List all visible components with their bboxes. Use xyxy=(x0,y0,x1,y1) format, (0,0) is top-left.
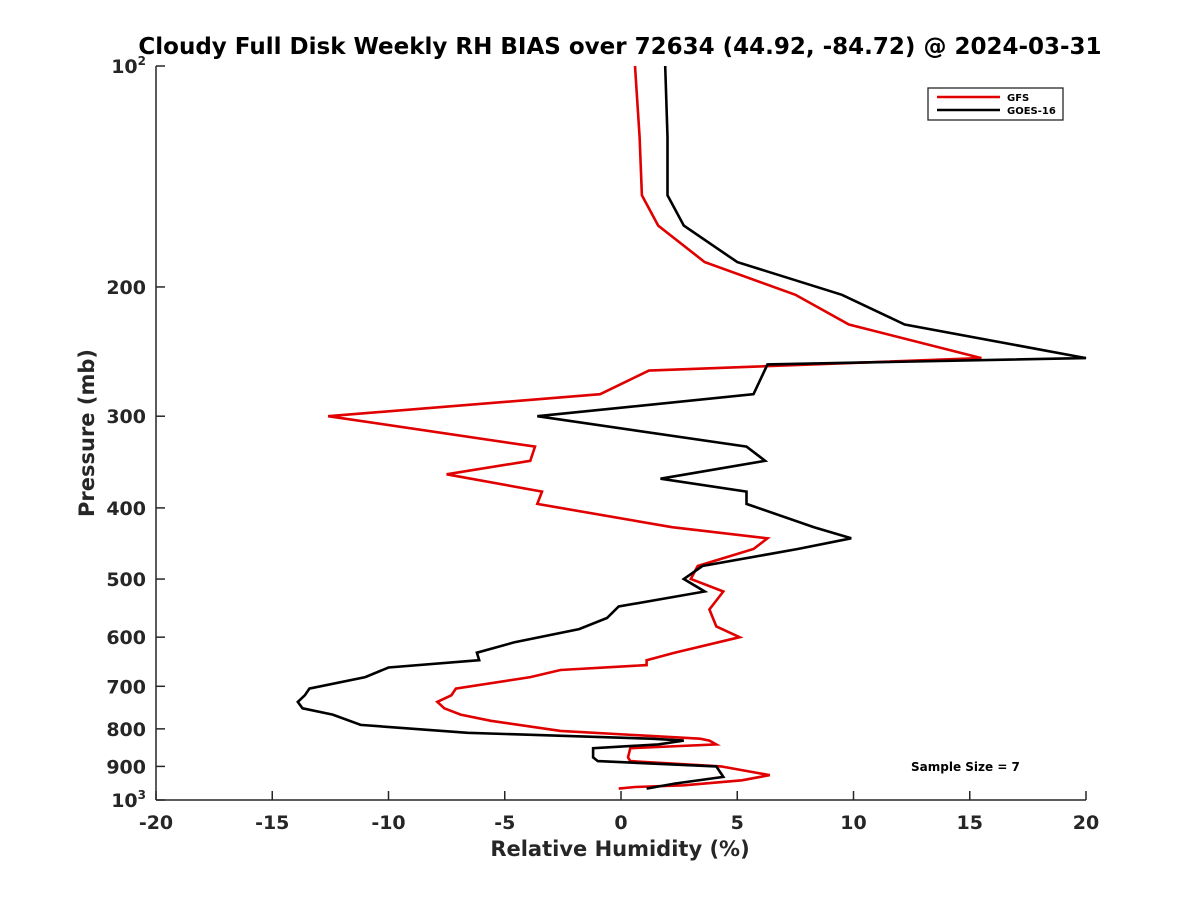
y-axis-label: Pressure (mb) xyxy=(75,349,99,517)
y-ticks: 102 200 300 400 500 600 700 800 900 103 xyxy=(106,54,165,812)
x-tick-label: 10 xyxy=(840,812,866,834)
legend-label-gfs: GFS xyxy=(1007,93,1029,104)
x-tick-label: -20 xyxy=(139,812,173,834)
y-tick-label: 103 xyxy=(111,788,146,812)
y-tick-label: 500 xyxy=(106,569,146,591)
x-tick-label: -5 xyxy=(494,812,515,834)
sample-size-annotation: Sample Size = 7 xyxy=(911,760,1020,774)
y-tick-label: 600 xyxy=(106,627,146,649)
y-tick-label: 800 xyxy=(106,719,146,741)
series-line-gfs xyxy=(327,65,982,790)
y-tick-label: 700 xyxy=(106,676,146,698)
legend: GFS GOES-16 xyxy=(927,87,1064,121)
chart-title: Cloudy Full Disk Weekly RH BIAS over 726… xyxy=(138,34,1101,60)
y-tick-label: 900 xyxy=(106,756,146,778)
x-tick-label: -10 xyxy=(371,812,405,834)
x-ticks: -20 -15 -10 -5 0 5 10 15 20 xyxy=(139,791,1099,834)
legend-box xyxy=(927,87,1064,121)
y-tick-label: 400 xyxy=(106,498,146,520)
x-tick-label: 5 xyxy=(731,812,744,834)
y-tick-label: 200 xyxy=(106,277,146,299)
y-tick-label: 102 xyxy=(111,54,146,78)
x-tick-label: 0 xyxy=(614,812,627,834)
x-tick-label: 20 xyxy=(1073,812,1099,834)
y-tick-label: 300 xyxy=(106,406,146,428)
x-tick-label: 15 xyxy=(957,812,983,834)
legend-label-goes-16: GOES-16 xyxy=(1007,106,1056,117)
x-tick-label: -15 xyxy=(255,812,289,834)
x-axis-label: Relative Humidity (%) xyxy=(490,837,749,861)
series-line-goes-16 xyxy=(296,65,1087,790)
series-lines xyxy=(296,65,1087,790)
